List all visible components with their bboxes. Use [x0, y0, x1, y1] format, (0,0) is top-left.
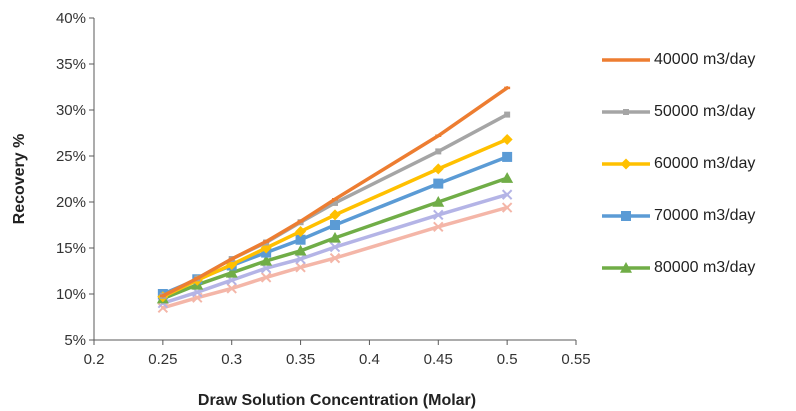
- data-point: [433, 221, 444, 233]
- legend-swatch: [602, 211, 650, 221]
- legend-swatch: [602, 109, 650, 115]
- data-point: [432, 163, 444, 175]
- x-tick-label: 0.25: [148, 351, 177, 368]
- series-line: [161, 137, 509, 299]
- x-tick-label: 0.35: [286, 351, 315, 368]
- x-tick-label: 0.55: [561, 351, 590, 368]
- y-tick-label: 5%: [64, 332, 86, 349]
- data-point: [225, 266, 238, 278]
- data-point: [294, 244, 307, 256]
- x-tick-label: 0.45: [424, 351, 453, 368]
- legend-swatch: [602, 158, 650, 170]
- series-line: [161, 86, 509, 298]
- series-line: [161, 205, 509, 310]
- y-tick-label: 35%: [56, 56, 86, 73]
- x-tick-label: 0.3: [221, 351, 242, 368]
- legend-marker: [623, 109, 629, 115]
- data-point: [295, 253, 306, 265]
- data-point: [329, 252, 341, 264]
- legend-label: 70000 m3/day: [654, 207, 756, 224]
- data-point: [330, 220, 340, 230]
- y-axis-title: Recovery %: [11, 134, 28, 225]
- y-tick-label: 10%: [56, 286, 86, 303]
- series-line: [161, 176, 509, 301]
- y-tick-label: 25%: [56, 148, 86, 165]
- series-3: [157, 151, 513, 299]
- data-point: [295, 225, 307, 237]
- plot-area: [156, 86, 514, 314]
- data-point: [435, 148, 442, 155]
- y-tick-label: 15%: [56, 240, 86, 257]
- y-tick-label: 20%: [56, 194, 86, 211]
- data-point: [501, 172, 514, 183]
- data-point: [226, 283, 237, 294]
- legend-marker: [620, 158, 632, 170]
- legend-marker: [621, 211, 631, 221]
- data-point: [295, 234, 306, 245]
- series-0: [159, 86, 511, 298]
- data-point: [501, 189, 513, 200]
- data-point: [295, 262, 306, 273]
- legend-swatch: [602, 262, 650, 273]
- x-tick-label: 0.4: [359, 351, 380, 368]
- data-point: [329, 231, 341, 243]
- data-point: [432, 196, 445, 207]
- data-point: [501, 202, 513, 213]
- legend-swatch: [602, 58, 650, 62]
- x-tick-label: 0.5: [497, 351, 518, 368]
- y-tick-label: 30%: [56, 102, 86, 119]
- axes: 5% 10% 15% 20% 25% 30% 35% 40% 0.2 0.25 0.3 0.35 0.4…: [56, 10, 591, 368]
- data-point: [433, 209, 444, 221]
- series-4: [156, 172, 514, 304]
- data-point: [433, 178, 444, 189]
- data-point: [260, 272, 272, 283]
- data-point: [260, 254, 273, 266]
- data-point: [329, 209, 341, 221]
- data-point: [332, 199, 338, 206]
- legend-label: 60000 m3/day: [654, 155, 756, 172]
- legend-marker: [620, 262, 632, 273]
- x-axis-title: Draw Solution Concentration (Molar): [198, 392, 476, 409]
- series-5: [157, 189, 513, 309]
- series-2: [157, 133, 513, 303]
- data-point: [329, 241, 341, 253]
- data-point: [502, 151, 513, 162]
- legend-label: 40000 m3/day: [654, 51, 756, 68]
- y-tick-label: 40%: [56, 10, 86, 27]
- series-line: [161, 192, 509, 305]
- legend-label: 50000 m3/day: [654, 103, 756, 120]
- x-tick-label: 0.2: [84, 351, 105, 368]
- data-point: [504, 111, 511, 118]
- legend-label: 80000 m3/day: [654, 259, 756, 276]
- data-point: [501, 133, 513, 145]
